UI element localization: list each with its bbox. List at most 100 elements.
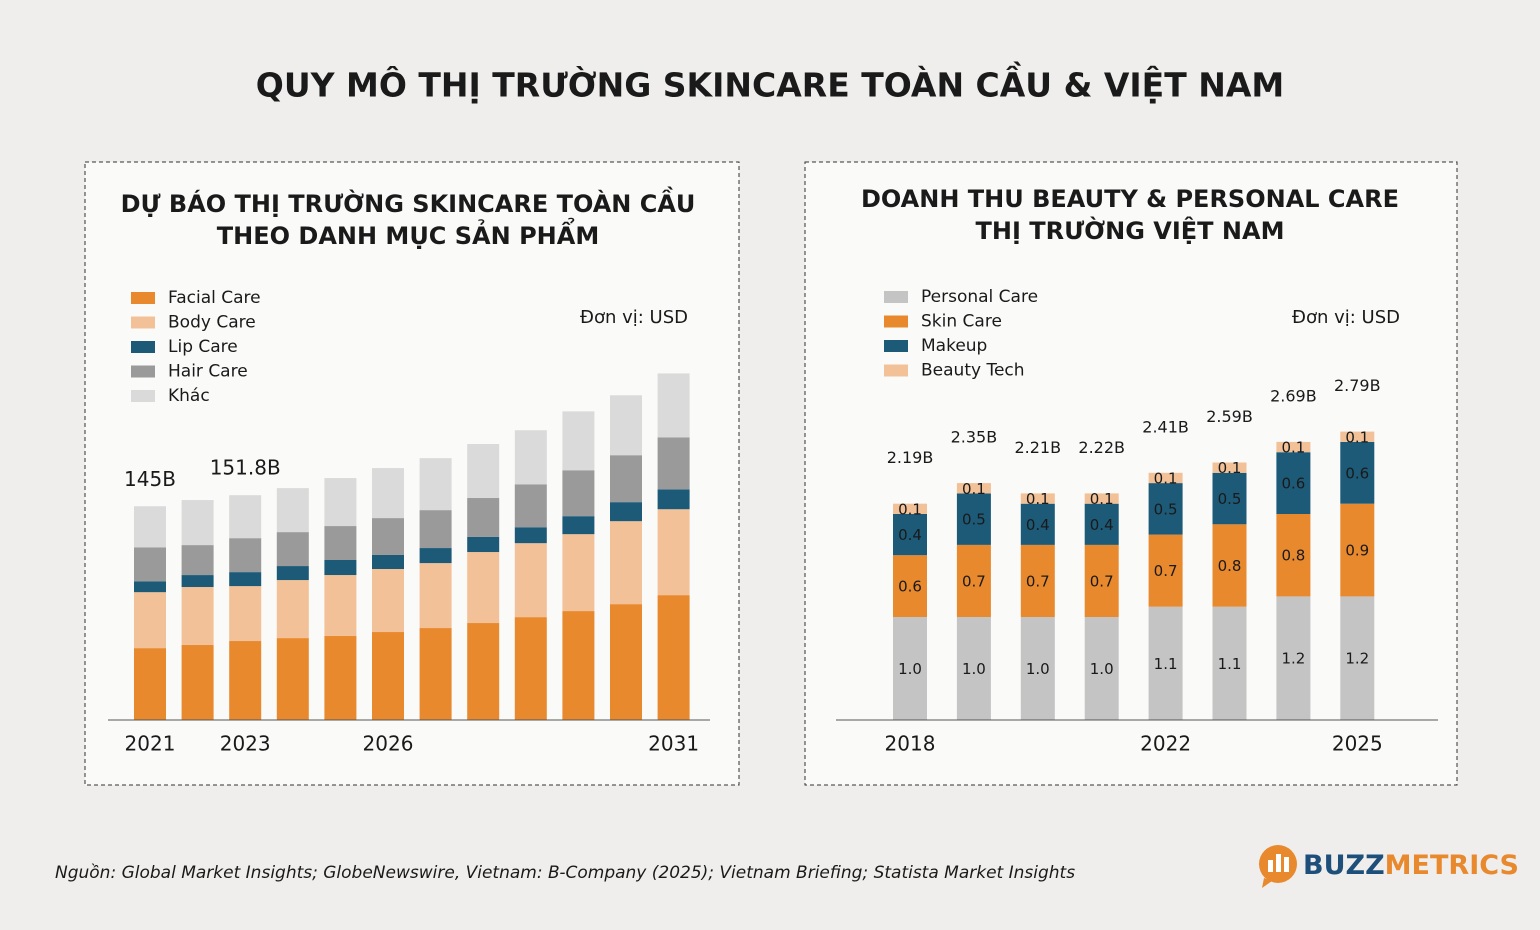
bar-segment xyxy=(229,572,262,587)
bar-segment xyxy=(181,645,214,720)
bar-segment xyxy=(514,617,547,720)
segment-label: 0.7 xyxy=(1026,572,1050,590)
bar-segment xyxy=(372,569,404,633)
bar-segment xyxy=(657,437,690,490)
legend-swatch xyxy=(131,341,155,353)
segment-label: 0.7 xyxy=(1154,562,1178,580)
legend-swatch xyxy=(131,390,155,402)
bar-segment xyxy=(514,543,547,618)
logo-icon xyxy=(1259,845,1297,888)
bar-segment xyxy=(467,536,500,553)
bar-segment xyxy=(610,455,642,503)
bar-segment xyxy=(181,545,214,576)
bar-segment xyxy=(1340,503,1375,597)
segment-label: 1.0 xyxy=(1090,660,1114,678)
legend-label: Makeup xyxy=(921,336,987,356)
bar-segment xyxy=(419,563,452,629)
chart-title: DỰ BÁO THỊ TRƯỜNG SKINCARE TOÀN CẦU xyxy=(121,185,696,218)
bar-segment xyxy=(610,521,642,605)
segment-label: 1.0 xyxy=(898,660,922,678)
segment-label: 0.6 xyxy=(1345,464,1369,482)
bar-segment xyxy=(1084,617,1119,720)
bar-segment xyxy=(1276,514,1311,597)
segment-label: 0.1 xyxy=(1090,490,1114,508)
unit-label: Đơn vị: USD xyxy=(1292,307,1400,328)
x-tick-label: 2025 xyxy=(1332,732,1383,756)
segment-label: 0.5 xyxy=(1154,500,1178,518)
segment-label: 0.6 xyxy=(1281,475,1305,493)
segment-label: 0.4 xyxy=(1026,516,1050,534)
segment-label: 1.1 xyxy=(1154,655,1178,673)
bar-segment xyxy=(657,373,690,438)
total-label: 2.69B xyxy=(1270,386,1317,405)
bar-segment xyxy=(181,575,214,588)
bar-segment xyxy=(467,498,500,537)
legend-swatch xyxy=(884,364,908,377)
total-label: 2.19B xyxy=(887,448,934,467)
legend-swatch xyxy=(131,292,155,304)
segment-label: 0.4 xyxy=(1090,516,1114,534)
bar-segment xyxy=(1276,596,1311,720)
chart-title: THỊ TRƯỜNG VIỆT NAM xyxy=(976,215,1285,245)
bar-segment xyxy=(276,566,309,581)
legend-label: Skin Care xyxy=(921,312,1002,332)
segment-label: 1.0 xyxy=(1026,660,1050,678)
bar-segment xyxy=(1148,534,1183,607)
segment-label: 0.1 xyxy=(962,480,986,498)
bar-segment xyxy=(1212,472,1247,525)
bar-segment xyxy=(419,548,452,564)
bar-segment xyxy=(1020,617,1055,720)
total-label: 145B xyxy=(124,467,176,491)
x-tick-label: 2018 xyxy=(885,732,936,756)
bar-segment xyxy=(893,617,927,720)
bar-segment xyxy=(514,430,547,485)
logo-part: BUZZ xyxy=(1303,850,1385,881)
legend-label: Khác xyxy=(168,386,210,406)
bar-segment xyxy=(610,502,642,522)
segment-label: 0.6 xyxy=(898,578,922,596)
segment-label: 1.2 xyxy=(1345,650,1369,668)
bar-segment xyxy=(276,580,309,639)
bar-segment xyxy=(1084,503,1119,545)
bar-segment xyxy=(372,468,404,519)
bar-segment xyxy=(610,604,642,720)
bar-segment xyxy=(134,547,166,582)
bar-segment xyxy=(562,470,595,517)
legend-swatch xyxy=(884,315,908,328)
legend-swatch xyxy=(131,316,155,329)
segment-label: 0.7 xyxy=(1090,572,1114,590)
segment-label: 0.8 xyxy=(1281,547,1305,565)
bar-segment xyxy=(956,617,991,720)
segment-label: 0.1 xyxy=(898,500,922,518)
bar-segment xyxy=(134,581,166,593)
bar-segment xyxy=(956,493,991,545)
bar-segment xyxy=(893,503,927,514)
bar-segment xyxy=(1020,544,1055,617)
source: Nguồn: Global Market Insights; GlobeNews… xyxy=(55,862,1075,883)
bar-segment xyxy=(419,510,452,549)
segment-label: 0.5 xyxy=(962,511,986,529)
bar-segment xyxy=(324,575,357,637)
bar-segment xyxy=(276,488,309,533)
bar-segment xyxy=(1020,493,1055,504)
total-label: 2.59B xyxy=(1206,407,1253,426)
bar-segment xyxy=(562,411,595,471)
segment-label: 0.1 xyxy=(1026,490,1050,508)
bar-segment xyxy=(657,509,690,596)
bar-segment xyxy=(134,592,166,649)
legend-swatch xyxy=(131,365,155,378)
segment-label: 0.9 xyxy=(1345,542,1369,560)
bar-segment xyxy=(514,484,547,528)
bar-segment xyxy=(1212,606,1247,720)
total-label: 2.22B xyxy=(1078,438,1125,457)
chart-title: DOANH THU BEAUTY & PERSONAL CARE xyxy=(861,185,1399,213)
segment-label: 1.1 xyxy=(1218,655,1242,673)
bar-segment xyxy=(893,555,927,617)
bar-segment xyxy=(467,443,500,499)
segment-label: 1.2 xyxy=(1281,650,1305,668)
bar-segment xyxy=(657,595,690,720)
legend-label: Personal Care xyxy=(921,287,1038,307)
page-title: QUY MÔ THỊ TRƯỜNG SKINCARE TOÀN CẦU & VI… xyxy=(256,61,1284,105)
bar-segment xyxy=(1340,441,1375,504)
